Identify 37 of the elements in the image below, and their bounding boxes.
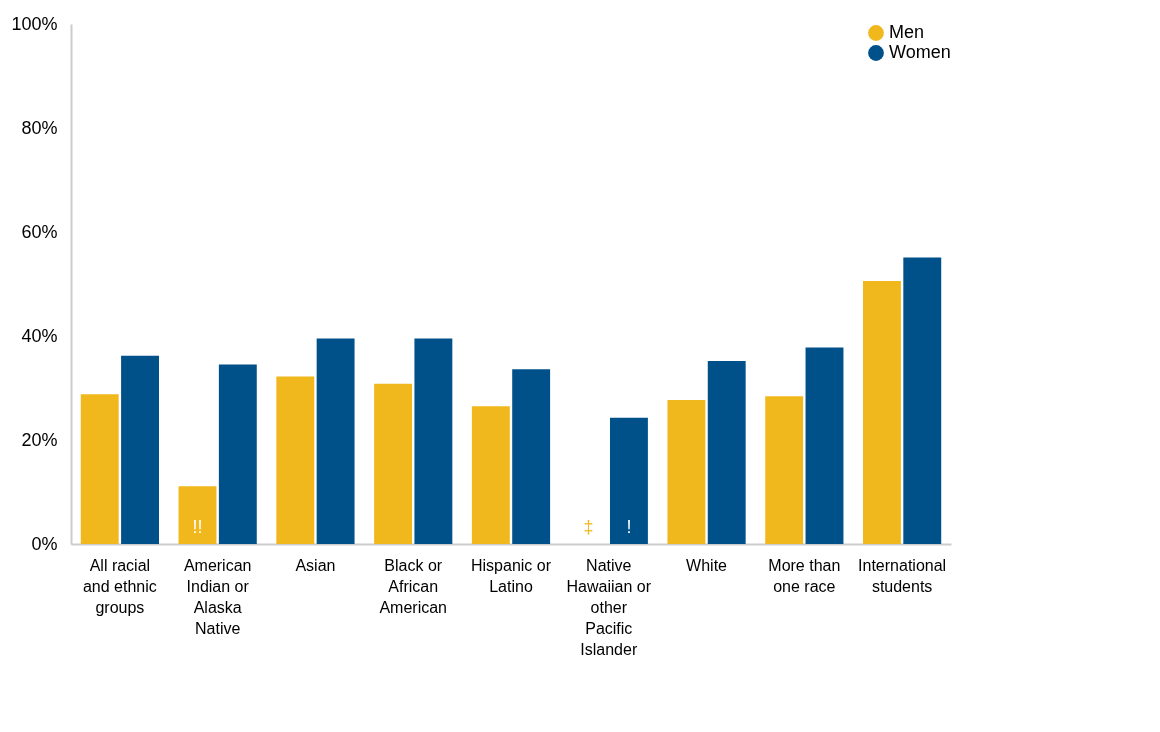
x-tick-label: Asian <box>295 557 336 574</box>
y-tick-label: 60% <box>21 221 58 242</box>
y-tick-label: 40% <box>21 325 58 346</box>
bar <box>707 360 746 544</box>
bar <box>374 383 413 544</box>
bar <box>863 280 901 544</box>
bar <box>609 417 648 544</box>
x-tick-label: Black or African American <box>379 557 448 616</box>
bar <box>805 347 844 544</box>
bar <box>471 406 510 544</box>
y-tick-label: 20% <box>21 429 58 450</box>
y-tick-label: 0% <box>31 533 58 554</box>
bar <box>178 486 217 544</box>
bar <box>218 364 257 544</box>
bar <box>903 257 942 544</box>
bar <box>414 338 453 544</box>
x-tick-label: International students <box>858 557 947 595</box>
bar <box>765 396 804 544</box>
x-tick-label: American Indian or Alaska Native <box>183 557 252 637</box>
annotation: ‡ <box>583 517 594 538</box>
annotation: ! <box>626 517 632 538</box>
legend-label: Women <box>889 42 951 62</box>
bar <box>276 376 315 544</box>
bar <box>316 338 355 544</box>
x-tick-label: White <box>686 557 728 574</box>
bar <box>80 394 119 544</box>
bar <box>121 355 159 544</box>
y-tick-label: 100% <box>11 13 58 34</box>
bar <box>667 399 706 544</box>
x-tick-label: Native Hawaiian or other Pacific Islander <box>566 557 652 658</box>
legend-label: Men <box>889 22 925 42</box>
annotation: !! <box>192 517 203 538</box>
x-tick-label: Hispanic or Latino <box>470 557 552 595</box>
y-tick-label: 80% <box>21 117 58 138</box>
bar <box>512 369 551 544</box>
x-tick-label: More than one race <box>768 557 841 595</box>
x-tick-label: All racial and ethnic groups <box>82 557 157 616</box>
